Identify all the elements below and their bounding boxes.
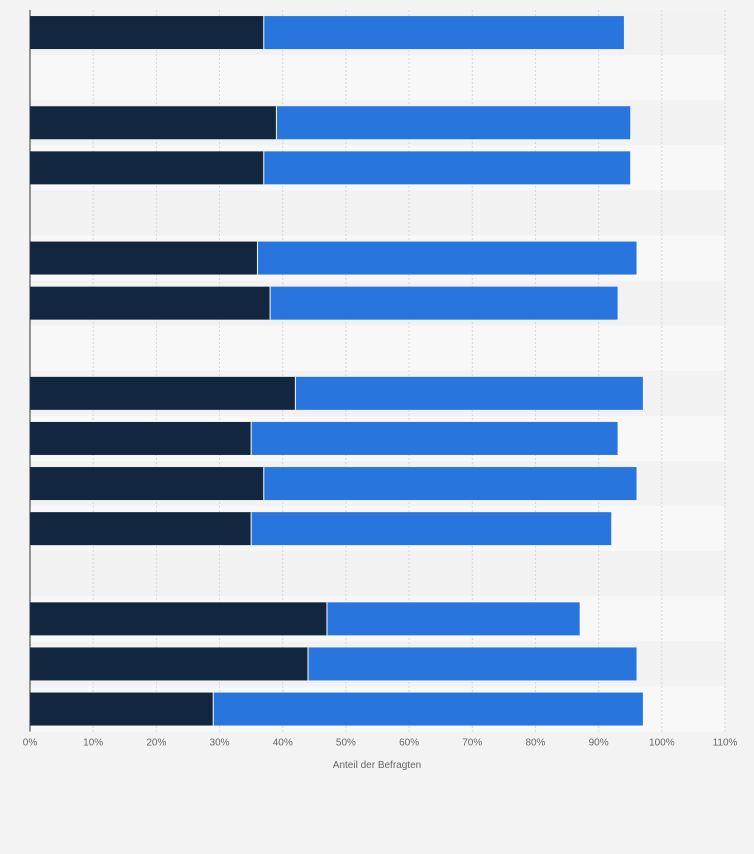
x-tick-label: 100% (649, 738, 675, 749)
x-tick-label: 0% (23, 738, 38, 749)
bar-segment-series-1 (30, 151, 264, 185)
bar-segment-series-2 (308, 647, 637, 681)
x-tick-label: 40% (273, 738, 293, 749)
x-tick-label: 10% (83, 738, 103, 749)
bar-segment-series-1 (30, 106, 277, 140)
bar-segment-series-1 (30, 467, 264, 501)
bar-segment-series-2 (251, 421, 618, 455)
bar-segment-series-2 (270, 286, 618, 320)
bar-segment-series-1 (30, 512, 252, 546)
bar-segment-series-1 (30, 376, 296, 410)
x-tick-label: 80% (525, 738, 545, 749)
bar-segment-series-2 (326, 602, 580, 636)
x-tick-label: 50% (336, 738, 356, 749)
bar-segment-series-1 (30, 602, 327, 636)
row-band (30, 325, 725, 371)
bar-segment-series-1 (30, 286, 271, 320)
row-band (30, 55, 725, 101)
x-tick-label: 60% (399, 738, 419, 749)
row-band (30, 190, 725, 236)
x-tick-labels: 0% 10% 20% 30% 40% 50% 60% 70% 80% 90% 100% 110% (23, 738, 738, 749)
bar-segment-series-2 (263, 16, 624, 50)
bar-segment-series-1 (30, 692, 214, 726)
row-band (30, 551, 725, 597)
bar-segment-series-2 (251, 512, 612, 546)
x-tick-label: 30% (210, 738, 230, 749)
bar-segment-series-1 (30, 421, 252, 455)
bar-segment-series-2 (263, 467, 637, 501)
x-tick-label: 110% (713, 738, 738, 749)
bar-segment-series-2 (276, 106, 631, 140)
x-tick-label: 20% (146, 738, 166, 749)
bar-segment-series-1 (30, 16, 264, 50)
bar-segment-series-1 (30, 647, 308, 681)
bar-segment-series-2 (257, 241, 637, 275)
bar-segment-series-2 (263, 151, 631, 185)
bar-segment-series-1 (30, 241, 258, 275)
x-axis-label: Anteil der Befragten (333, 760, 421, 771)
bar-segment-series-2 (213, 692, 643, 726)
bar-segment-series-2 (295, 376, 643, 410)
x-tick-label: 70% (462, 738, 482, 749)
x-tick-label: 90% (589, 738, 609, 749)
bars (30, 16, 643, 726)
